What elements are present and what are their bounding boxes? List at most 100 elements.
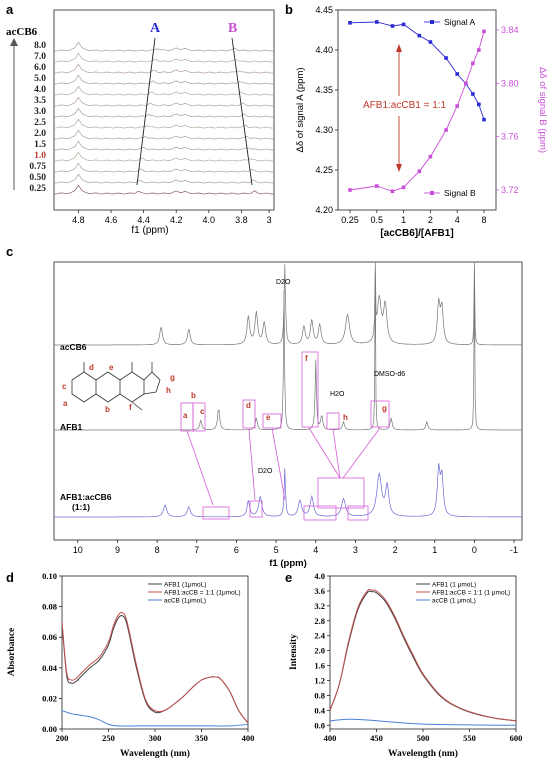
panel-d-legend-label: AFB1:acCB = 1:1 (1μmoL)	[164, 590, 241, 597]
panel-c-structure-letter: a	[63, 399, 68, 408]
panel-e-legend-label: AFB1 (1 μmoL)	[432, 582, 476, 589]
panel-a-spectrum	[53, 173, 275, 184]
panel-c-peak-letter: c	[200, 407, 205, 416]
panel-e-series-line	[329, 718, 517, 726]
panel-b-point	[455, 104, 459, 108]
panel-a-spectrum	[53, 129, 275, 140]
panel-c-frame	[53, 261, 523, 541]
panel-c-structure-letter: e	[109, 363, 114, 372]
panel-b-point	[471, 92, 475, 96]
panel-d-ytick-label: 0.02	[42, 693, 57, 703]
panel-b-point	[390, 189, 395, 194]
panel-c-spectrum-accb6	[54, 261, 522, 346]
panel-a-concentration-label: 3.0	[34, 107, 46, 117]
panel-c-label-complex-line2: (1:1)	[72, 502, 90, 512]
panel-a-xtick-label: 4.2	[170, 215, 183, 225]
panel-c-peak-letter: e	[266, 413, 271, 422]
panel-a-concentration-label: 2.5	[34, 118, 46, 128]
panel-e-ytick-label: 0.4	[314, 705, 325, 715]
panel-c-shift-arrow	[332, 428, 341, 479]
panel-c-label-afb1: AFB1	[60, 422, 82, 432]
panel-b-frame	[337, 9, 497, 211]
panel-a-concentration-label: 1.5	[34, 140, 46, 150]
panel-c-xtick-label: 8	[155, 545, 160, 555]
panel-e-ytick-label: 2.0	[314, 646, 325, 656]
panel-c-shift-arrow	[308, 427, 341, 479]
panel-e-intensity: 400 450 500 550 600 0.0 0.4 0.8 1.2 1.6 2.0 2.4 2.8 3…	[289, 571, 522, 759]
panel-d-frame	[61, 575, 249, 730]
panel-b-point	[464, 81, 468, 86]
panel-c-structure-letter: g	[170, 373, 175, 382]
panel-b-point	[482, 117, 486, 122]
panel-d-xtick-label: 250	[102, 733, 115, 743]
panel-a-concentration-label: 8.0	[34, 41, 46, 51]
panel-e-series-line	[329, 590, 517, 722]
panel-c-xtick-label: 2	[393, 545, 398, 555]
panel-c-peak-letter: d	[246, 401, 251, 410]
panel-c-xtick-label: -1	[510, 545, 518, 555]
panel-d-xlabel: Wavelength (nm)	[120, 748, 190, 759]
panel-e-ytick-label: 4.0	[314, 571, 325, 581]
panel-c-highlight-box	[202, 506, 230, 520]
panel-c-xtick-label: 5	[274, 545, 279, 555]
panel-b-y2tick-label: 3.72	[501, 185, 519, 195]
panel-a-xtick-label: 3.8	[235, 215, 248, 225]
panel-c-xtick-label: 0	[472, 545, 477, 555]
panel-c-shift-arrow	[342, 427, 381, 479]
panel-c-highlight-box	[326, 412, 340, 430]
afb1-structure	[71, 362, 161, 411]
panel-label-e: e	[285, 570, 292, 585]
panel-b-ylabel: Δδ of signal A (ppm)	[295, 67, 306, 152]
panel-c-shift-arrow	[248, 428, 256, 501]
panel-e-ytick-label: 0.0	[314, 720, 325, 730]
panel-c-peak-letter: g	[382, 404, 387, 413]
panel-d-xtick-label: 350	[195, 733, 208, 743]
panel-d-xtick-label: 400	[242, 733, 255, 743]
panel-c-d2o-top: D2O	[276, 279, 291, 286]
panel-e-ytick-label: 3.2	[314, 601, 325, 611]
panel-b-ytick-label: 4.45	[315, 5, 333, 15]
panel-e-legend-label: AFB1:acCB = 1:1 (1 μmoL)	[432, 590, 510, 597]
panel-c-xtick-label: 7	[194, 545, 199, 555]
panel-a-xlabel: f1 (ppm)	[131, 225, 168, 236]
panel-b-ytick-label: 4.35	[315, 85, 333, 95]
panel-d-absorbance: 200 250 300 350 4000.000.020.040.060.080.10 …	[7, 571, 254, 759]
panel-b-point	[471, 61, 475, 66]
panel-e-xtick-label: 450	[370, 733, 383, 743]
panel-a-spectrum	[53, 162, 275, 173]
panel-c-xtick-label: 4	[313, 545, 318, 555]
panel-a-concentration-label: 2.0	[34, 129, 46, 139]
panel-d-series-line	[61, 611, 249, 724]
panel-a-spectrum	[53, 96, 275, 107]
panel-b-ytick-label: 4.20	[315, 205, 333, 215]
panel-b-xtick-label: 0.25	[341, 215, 359, 225]
panel-a-concentration-label: 0.25	[29, 184, 46, 194]
panel-label-a: a	[6, 2, 14, 17]
panel-a-concentration-label: 4.0	[34, 85, 46, 95]
panel-b-y2tick-label: 3.80	[501, 78, 519, 88]
panel-c-peak-letter: h	[343, 413, 348, 422]
panel-a-xtick-label: 4.8	[72, 215, 85, 225]
panel-c-xtick-label: 6	[234, 545, 239, 555]
panel-d-series-line	[61, 710, 249, 727]
panel-c-highlight-box	[249, 500, 263, 518]
panel-b-ytick-label: 4.40	[315, 45, 333, 55]
panel-a-arrowhead	[10, 38, 18, 46]
panel-c-highlight-box	[303, 505, 337, 521]
panel-a-nmr-titration: acCB6 8.07.06.05.04.03.53.02.52.01.51.00…	[6, 9, 275, 236]
panel-b-legend-a-marker	[430, 20, 434, 24]
panel-d-xtick-label: 300	[149, 733, 162, 743]
panel-d-legend-label: acCB (1μmoL)	[164, 598, 206, 605]
panel-a-peak-label-B: B	[228, 21, 237, 36]
panel-c-highlight-box	[242, 399, 256, 429]
panel-label-d: d	[6, 570, 14, 585]
panel-b-point	[390, 24, 395, 28]
panel-label-b: b	[285, 2, 293, 17]
panel-a-xtick-label: 3	[267, 215, 272, 225]
panel-c-label-accb6: acCB6	[60, 342, 87, 352]
panel-c-xtick-label: 10	[73, 545, 83, 555]
panel-a-spectrum	[53, 85, 275, 96]
panel-a-concentration-label: 0.50	[29, 173, 46, 183]
panel-a-concentration-title: acCB6	[6, 26, 38, 38]
